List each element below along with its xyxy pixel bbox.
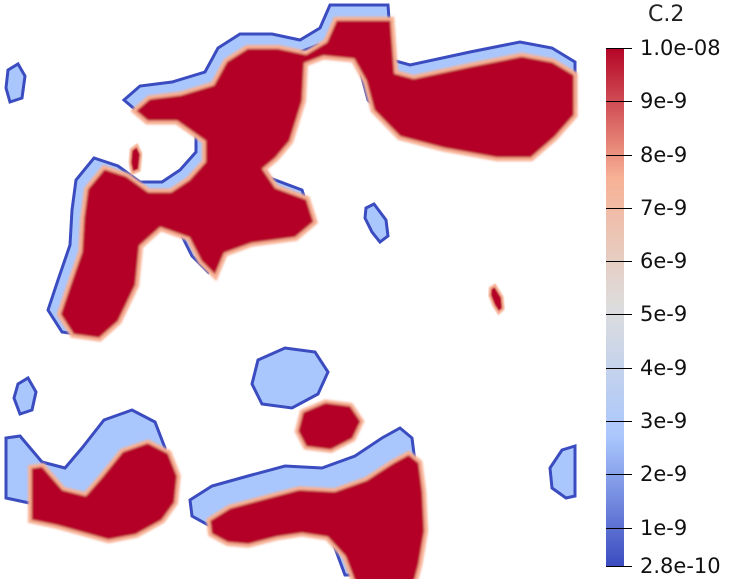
region-small-speck-edge <box>363 202 390 245</box>
region-left-speck-edge <box>12 375 38 416</box>
colorbar-tick-mark <box>606 101 632 102</box>
region-top-left-edge-edge <box>4 61 27 104</box>
region-right-edge-edge <box>548 443 577 500</box>
region-center-island-edge <box>250 346 330 410</box>
colorbar-tick-label: 4e-9 <box>640 356 688 380</box>
colorbar-tick-label: 8e-9 <box>640 143 688 167</box>
colorbar-tick-mark <box>606 314 632 315</box>
colorbar-tick-mark <box>606 261 632 262</box>
colorbar-title: C.2 <box>648 2 685 27</box>
colorbar <box>606 48 624 566</box>
region-main-upper <box>56 16 578 342</box>
colorbar-tick-mark <box>606 208 632 209</box>
colorbar-tick-label: 2e-9 <box>640 462 688 486</box>
colorbar-tick-mark <box>606 528 632 529</box>
colorbar-tick-label: 5e-9 <box>640 302 688 326</box>
colorbar-tick-label: 1e-9 <box>640 516 688 540</box>
colorbar-tick-mark <box>606 566 632 567</box>
colorbar-tick-mark <box>606 48 632 49</box>
colorbar-tick-label: 9e-9 <box>640 89 688 113</box>
colorbar-tick-label: 3e-9 <box>640 409 688 433</box>
region-center-island <box>294 399 365 453</box>
concentration-field <box>4 3 578 579</box>
colorbar-tick-label: 2.8e-10 <box>640 554 721 578</box>
region-top-left-edge <box>128 143 143 176</box>
colorbar-tick-label: 1.0e-08 <box>640 36 721 60</box>
colorbar-tick-label: 6e-9 <box>640 249 688 273</box>
colorbar-tick-mark <box>606 421 632 422</box>
region-lower-center <box>206 450 429 579</box>
colorbar-tick-mark <box>606 368 632 369</box>
colorbar-tick-label: 7e-9 <box>640 196 688 220</box>
colorbar-tick-mark <box>606 155 632 156</box>
region-lower-left <box>27 439 181 544</box>
region-small-speck <box>488 283 505 316</box>
colorbar-tick-mark <box>606 474 632 475</box>
